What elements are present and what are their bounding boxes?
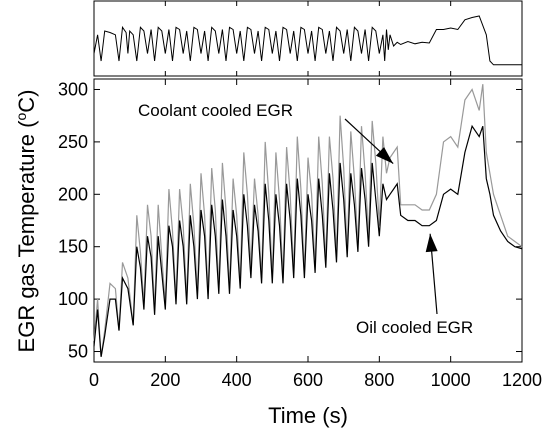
top-panel-series (93, 15, 522, 66)
top-panel-frame (93, 0, 523, 77)
x-tick-label: 1000 (431, 370, 471, 390)
series-line-coolant-cooled (93, 84, 523, 357)
annotation-oil-arrow (425, 233, 438, 315)
annotation-oil-cooled-egr: Oil cooled EGR (356, 318, 473, 337)
y-tick-label: 50 (68, 342, 88, 362)
top-series-line (93, 15, 522, 66)
y-axis-label: EGR gas Temperature (oC) (13, 90, 39, 353)
y-tick-label: 100 (58, 289, 88, 309)
annotation-oil-arrow-head (425, 233, 438, 253)
top-panel-ticks (93, 1, 523, 76)
annotation-coolant-arrow-head (375, 146, 394, 164)
x-tick-label: 200 (150, 370, 180, 390)
main-panel-series (93, 84, 523, 357)
series-line-oil-cooled (93, 124, 523, 357)
y-tick-label: 250 (58, 132, 88, 152)
x-tick-label: 0 (89, 370, 99, 390)
x-tick-label: 400 (222, 370, 252, 390)
annotation-coolant-arrow (344, 118, 394, 165)
x-tick-label: 800 (364, 370, 394, 390)
y-tick-label: 200 (58, 184, 88, 204)
x-tick-label: 600 (293, 370, 323, 390)
x-tick-label: 1200 (502, 370, 542, 390)
y-tick-label: 150 (58, 237, 88, 257)
main-panel-ticks: 0 200 400 600 800 1000 1200 50 100 150 200 250 300 (58, 79, 542, 390)
x-axis-label: Time (s) (268, 403, 348, 428)
annotation-coolant-cooled-egr: Coolant cooled EGR (138, 101, 293, 120)
y-tick-label: 300 (58, 79, 88, 99)
